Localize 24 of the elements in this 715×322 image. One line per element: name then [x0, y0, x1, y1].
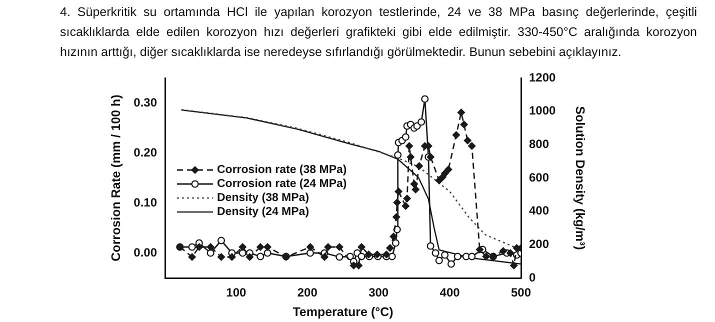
- x-tick-label: 200: [297, 286, 318, 300]
- x-tick-label: 500: [510, 286, 532, 300]
- y2-tick-label: 1200: [529, 70, 556, 84]
- legend-label: Density (24 MPa): [217, 206, 310, 218]
- y2-tick-label: 200: [529, 236, 550, 251]
- x-tick-label: 100: [226, 286, 247, 300]
- y2-tick-label: 600: [529, 170, 550, 184]
- legend-label: Corrosion rate (38 MPa): [217, 164, 347, 176]
- y-tick-label: 0.20: [134, 145, 158, 160]
- y2-tick-label: 400: [529, 204, 550, 218]
- y2-tick-label: 1000: [529, 104, 556, 118]
- legend-label: Density (38 MPa): [217, 192, 310, 204]
- y2-tick-label: 0: [529, 270, 536, 284]
- x-axis-title: Temperature (°C): [292, 304, 394, 319]
- chart-title: 4. Süperkritik su ortamında HCl ile yapılan korozyon testlerinde, 24 ve 38 MPa basınç değerlerinde, çeşitli sıcaklıklarda elde edilen korozyon hızı değerleri grafikteki gibi elde edilmiştir. 330-450°C aralığında korozyon hızının arttığı, diğer sıcaklıklarda ise neredeyse sıfırlandığı görülmektedir. Bunun sebebini açıklayınız.: [59, 4, 698, 61]
- y2-axis-title: Solution Density (kg/m³): [573, 106, 588, 250]
- x-tick-label: 300: [368, 286, 389, 300]
- y-tick-label: 0.10: [134, 195, 158, 210]
- legend-label: Corrosion rate (24 MPa): [217, 178, 347, 190]
- y-tick-label: 0.00: [134, 245, 158, 260]
- x-tick-label: 400: [440, 286, 460, 300]
- y-axis-title: Corrosion Rate (mm / 100 h): [108, 94, 123, 262]
- y-tick-label: 0.30: [134, 95, 158, 110]
- y2-tick-label: 800: [529, 136, 550, 151]
